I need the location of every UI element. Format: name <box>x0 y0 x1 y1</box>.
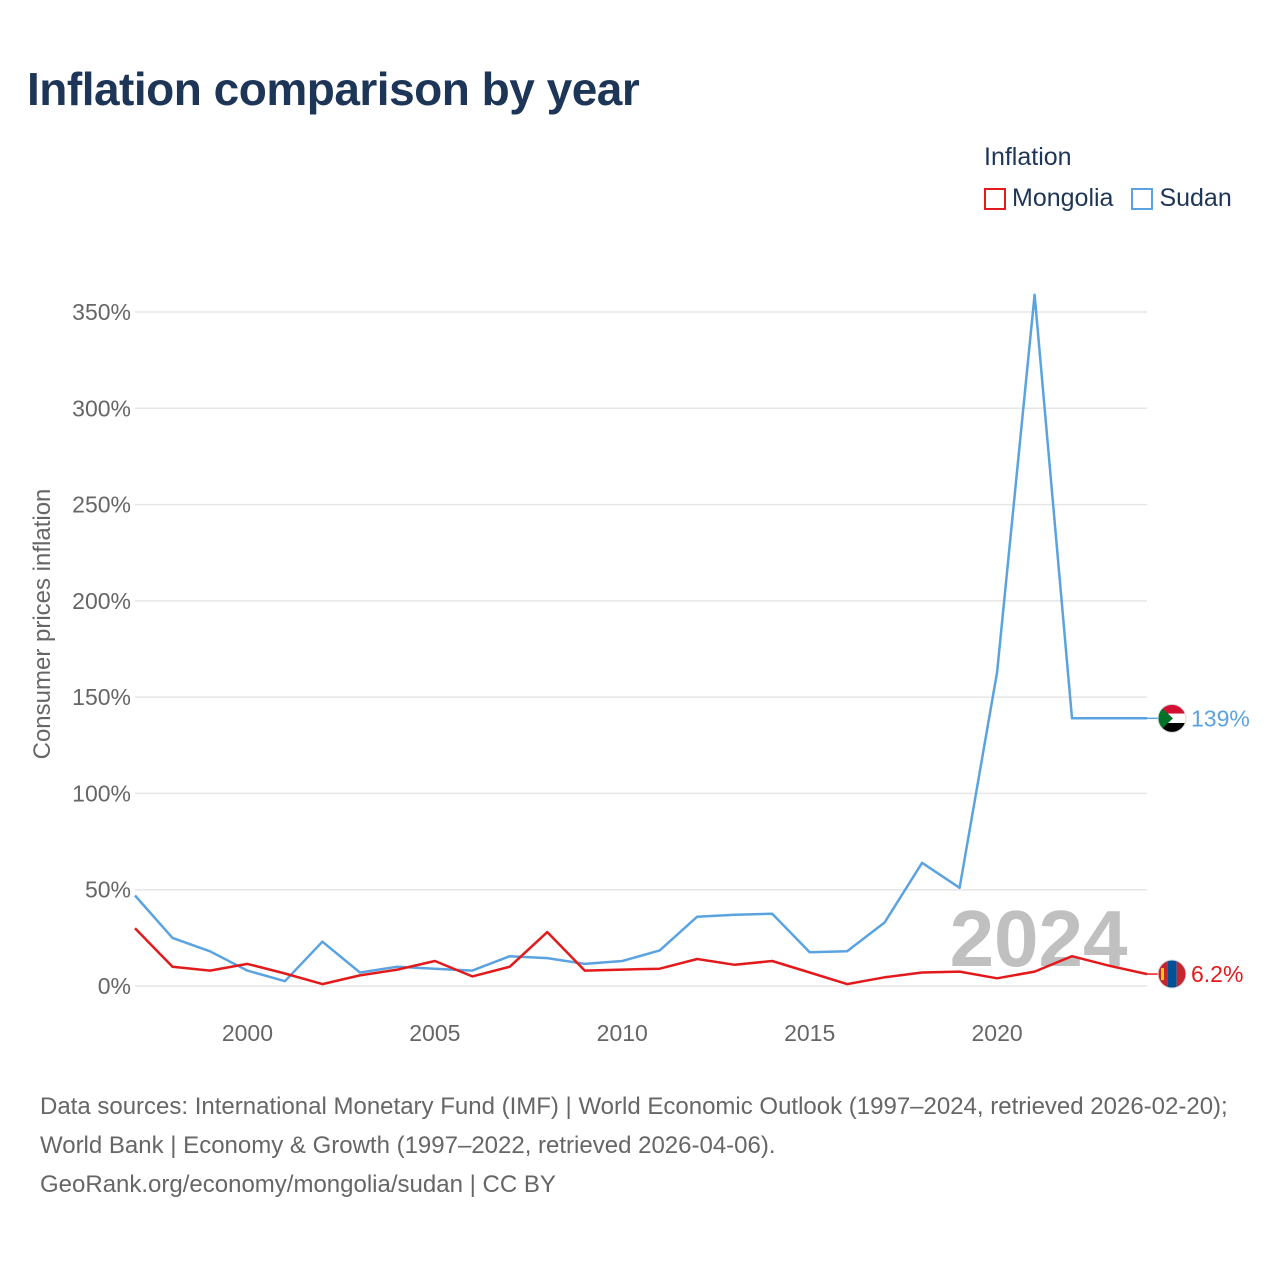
legend-swatch-mongolia <box>984 187 1006 210</box>
x-tick-label-2000: 2000 <box>222 1020 273 1046</box>
source-line-attribution: GeoRank.org/economy/mongolia/sudan | CC … <box>40 1171 556 1198</box>
flag-mongolia-icon <box>1157 959 1187 989</box>
end-label-mongolia: 6.2% <box>1191 961 1243 987</box>
legend-item-mongolia[interactable]: Mongolia <box>984 184 1113 213</box>
chart-title: Inflation comparison by year <box>27 63 640 115</box>
x-tick-label-2020: 2020 <box>971 1020 1022 1046</box>
legend-swatch-sudan <box>1131 187 1154 210</box>
y-tick-label-350: 350% <box>72 299 131 325</box>
series-line-mongolia <box>134 927 1148 986</box>
legend: Inflation Mongolia Sudan <box>984 143 1232 213</box>
flag-sudan-icon <box>1157 703 1187 733</box>
end-label-sudan: 139% <box>1191 705 1250 731</box>
y-tick-label-250: 250% <box>72 492 131 518</box>
legend-label-mongolia: Mongolia <box>1012 184 1114 212</box>
x-tick-label-2005: 2005 <box>409 1020 460 1046</box>
legend-title: Inflation <box>984 143 1072 171</box>
watermark-year: 2024 <box>950 894 1128 983</box>
y-tick-label-100: 100% <box>72 780 131 806</box>
y-tick-label-50: 50% <box>85 877 131 903</box>
y-tick-label-200: 200% <box>72 588 131 614</box>
series-line-sudan <box>134 293 1147 983</box>
y-tick-label-0: 0% <box>98 973 131 999</box>
y-tick-label-150: 150% <box>72 684 131 710</box>
legend-label-sudan: Sudan <box>1159 184 1232 212</box>
x-tick-label-2015: 2015 <box>784 1020 835 1046</box>
source-note: Data sources: International Monetary Fun… <box>40 1087 1250 1204</box>
legend-item-sudan[interactable]: Sudan <box>1131 184 1232 213</box>
source-line-sources: Data sources: International Monetary Fun… <box>40 1093 1228 1159</box>
y-tick-label-300: 300% <box>72 395 131 421</box>
line-chart: 0% 50% 100% 150% 200% 250% 300% 350% 2000 2005 201… <box>29 293 1250 1046</box>
x-tick-label-2010: 2010 <box>597 1020 648 1046</box>
y-axis-label: Consumer prices inflation <box>29 489 56 760</box>
